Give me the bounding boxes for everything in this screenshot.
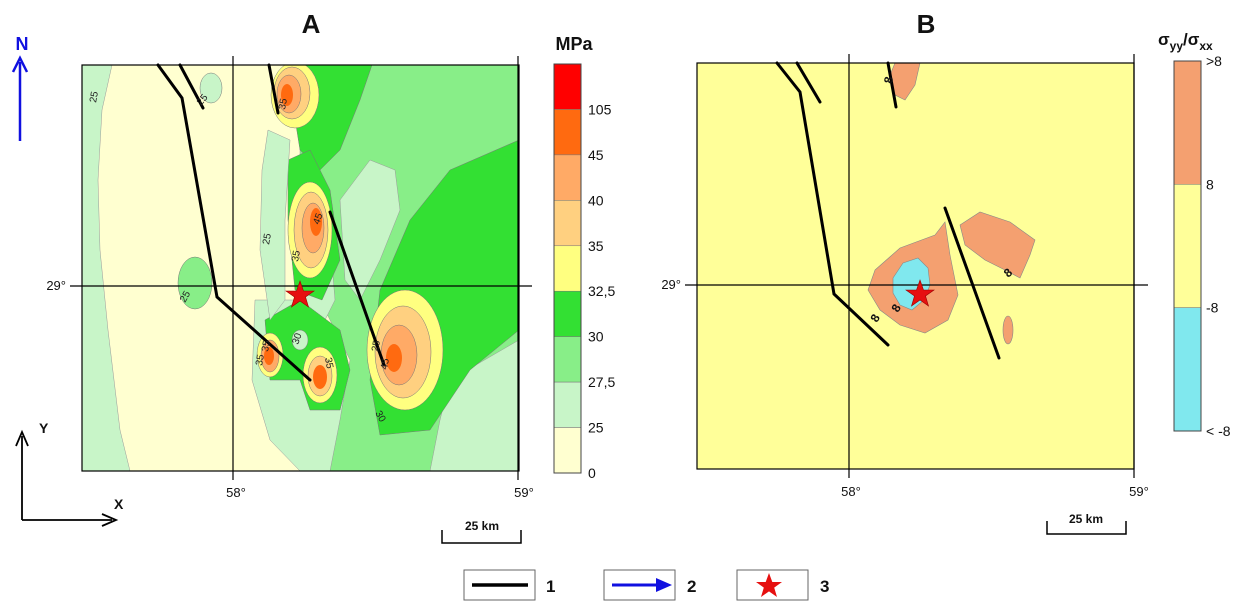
- legend-label-2: 2: [687, 577, 696, 596]
- contour-label: 45: [379, 357, 392, 370]
- colorbar-b-bin: [1173, 60, 1202, 185]
- colorbar-b-tick: -8: [1206, 300, 1219, 316]
- colorbar-a-tick: 40: [588, 192, 604, 208]
- legend: 1 2 3: [463, 569, 829, 601]
- colorbar-a-bin: [553, 63, 582, 110]
- map-frame-a: [81, 64, 520, 472]
- lat-label-a: 29°: [46, 278, 66, 293]
- contour-label: 30: [372, 409, 387, 425]
- colorbar-a-tick: 45: [588, 147, 604, 163]
- contour-label: 25: [88, 90, 101, 103]
- scale-bar-b: 25 km: [1046, 512, 1127, 535]
- contour-label: 35: [290, 249, 303, 262]
- y-axis-label: Y: [39, 420, 49, 436]
- legend-item-star: 3: [736, 569, 829, 601]
- colorbar-a-bin: [553, 109, 582, 156]
- colorbar-a: MPa 105 45 40 35 32,5 30 27,5 25 0: [553, 34, 615, 481]
- colorbar-a-bin: [553, 427, 582, 474]
- colorbar-b-tick: < -8: [1206, 423, 1231, 439]
- stress-map-a: [82, 65, 519, 471]
- colorbar-a-bin: [553, 336, 582, 383]
- north-arrow-head: [11, 55, 29, 73]
- contour-label: 25: [370, 339, 383, 352]
- scale-label-a: 25 km: [465, 519, 499, 533]
- colorbar-a-bin: [553, 290, 582, 337]
- contour-label: 25: [261, 232, 274, 245]
- unit-label-a: MPa: [555, 34, 593, 54]
- red-star-icon: [756, 573, 782, 597]
- faults-a: [156, 63, 386, 382]
- contour-label: 35: [260, 339, 273, 352]
- scale-label-b: 25 km: [1069, 512, 1103, 526]
- faults-b: [775, 61, 1001, 360]
- compass: N Y X: [11, 34, 124, 527]
- colorbar-b-bin: [1173, 184, 1202, 308]
- lon-label-58-b: 58°: [841, 484, 861, 499]
- panel-a-title: A: [302, 9, 321, 39]
- lat-label-b: 29°: [661, 277, 681, 292]
- colorbar-a-tick: 30: [588, 329, 604, 345]
- contour-label: 35: [277, 97, 290, 110]
- colorbar-a-bin: [553, 381, 582, 428]
- lon-label-58-a: 58°: [226, 485, 246, 500]
- scale-bar-a: 25 km: [441, 519, 522, 544]
- colorbar-a-tick: 0: [588, 465, 596, 481]
- contour-label: 30: [290, 331, 304, 346]
- colorbar-b-tick: >8: [1206, 53, 1222, 69]
- ratio-map-b: [697, 63, 1134, 469]
- colorbar-b: σyy/σxx >8 8 -8 < -8: [1158, 30, 1231, 439]
- contour-label: 35: [254, 353, 267, 366]
- legend-item-fault: 1: [463, 569, 555, 601]
- colorbar-a-tick: 35: [588, 238, 604, 254]
- panel-a: A: [46, 9, 615, 544]
- colorbar-a-tick: 27,5: [588, 374, 615, 390]
- lon-label-59-a: 59°: [514, 485, 534, 500]
- colorbar-b-bin: [1173, 307, 1202, 432]
- north-label: N: [16, 34, 29, 54]
- colorbar-a-tick: 105: [588, 101, 612, 117]
- legend-item-arrow: 2: [603, 569, 696, 601]
- x-axis-label: X: [114, 496, 124, 512]
- colorbar-a-bin: [553, 245, 582, 292]
- colorbar-a-tick: 25: [588, 420, 604, 436]
- colorbar-b-tick: 8: [1206, 176, 1214, 192]
- contour-label: 8: [881, 75, 896, 84]
- colorbar-a-bin: [553, 154, 582, 201]
- contour-label: 25: [178, 289, 193, 305]
- lon-label-59-b: 59°: [1129, 484, 1149, 499]
- colorbar-a-bin: [553, 200, 582, 247]
- legend-label-1: 1: [546, 577, 555, 596]
- legend-label-3: 3: [820, 577, 829, 596]
- epicenter-star-b: [905, 279, 935, 307]
- panel-b-title: B: [917, 9, 936, 39]
- epicenter-star-a: [285, 280, 315, 308]
- contour-label: 45: [311, 211, 325, 226]
- panel-b: B 8 8 8 8 29° 58° 59°: [661, 9, 1231, 535]
- colorbar-a-tick: 32,5: [588, 283, 615, 299]
- unit-label-b: σyy/σxx: [1158, 30, 1213, 53]
- contour-label: 35: [322, 357, 335, 370]
